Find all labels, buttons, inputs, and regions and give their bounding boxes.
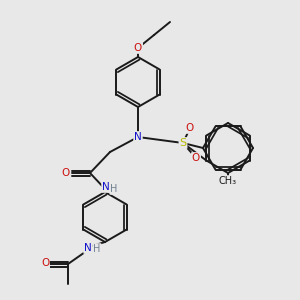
Text: S: S (179, 138, 187, 148)
Text: O: O (192, 153, 200, 163)
Text: N: N (84, 243, 92, 253)
Text: CH₃: CH₃ (219, 176, 237, 186)
Text: O: O (62, 168, 70, 178)
Text: N: N (102, 182, 110, 192)
Text: O: O (186, 123, 194, 133)
Text: O: O (134, 43, 142, 53)
Text: H: H (110, 184, 118, 194)
Text: H: H (93, 244, 101, 254)
Text: N: N (134, 132, 142, 142)
Text: O: O (41, 258, 49, 268)
